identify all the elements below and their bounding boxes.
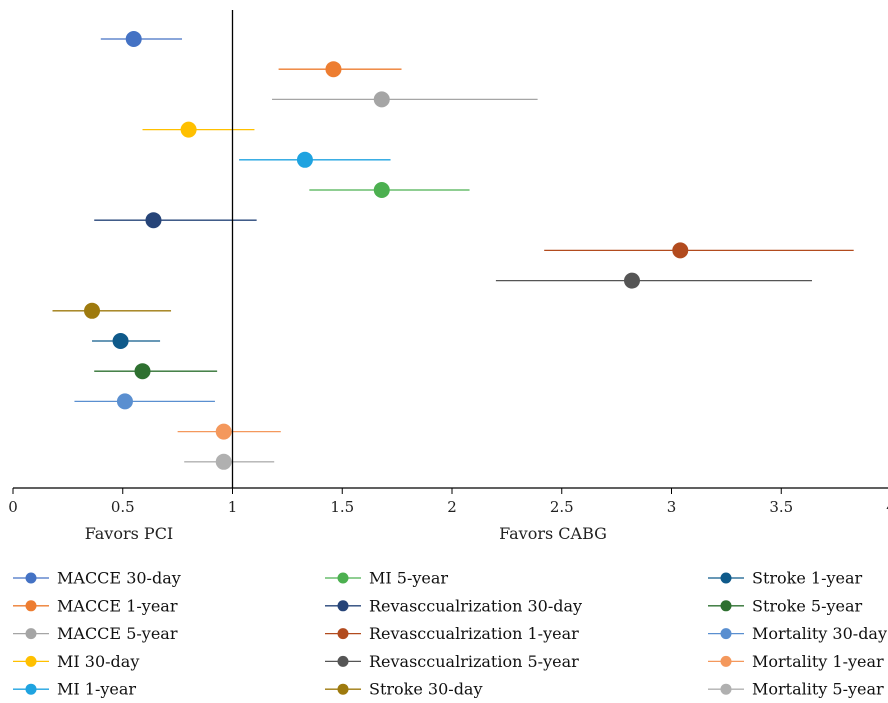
- point-estimate: [296, 151, 313, 168]
- legend-item: Revasccualrization 30-day: [325, 596, 582, 615]
- legend: MACCE 30-day MACCE 1-year MACCE 5-year MI 3…: [13, 569, 887, 699]
- legend-item: Mortality 30-day: [708, 624, 887, 643]
- legend-swatch-marker: [25, 600, 37, 612]
- estimate-row: [52, 302, 172, 319]
- legend-swatch-marker: [337, 683, 349, 695]
- legend-item: Mortality 5-year: [708, 680, 884, 699]
- x-tick-label: 2: [447, 498, 457, 516]
- legend-item: Revasccualrization 5-year: [325, 652, 579, 671]
- x-tick-label: 3.5: [769, 498, 793, 516]
- estimate-row: [74, 393, 215, 410]
- legend-swatch-marker: [720, 683, 732, 695]
- estimate-row: [100, 31, 183, 47]
- legend-swatch-marker: [337, 655, 349, 667]
- legend-label: Stroke 30-day: [369, 680, 483, 699]
- point-estimate: [112, 333, 129, 349]
- legend-swatch-marker: [720, 600, 732, 612]
- legend-label: MACCE 5-year: [57, 624, 178, 643]
- legend-swatch-marker: [720, 572, 732, 584]
- estimate-row: [495, 272, 812, 289]
- favors-pci-label: Favors PCI: [85, 524, 174, 543]
- legend-item: Stroke 5-year: [708, 596, 863, 615]
- point-estimate: [215, 423, 232, 440]
- legend-swatch-marker: [25, 572, 37, 584]
- legend-label: Stroke 1-year: [752, 569, 863, 588]
- legend-label: Mortality 30-day: [752, 624, 887, 643]
- legend-item: Stroke 1-year: [708, 569, 863, 588]
- x-axis-ticks: 0 0.5 1 1.5 2 2.5 3 3.5 4: [8, 488, 888, 516]
- legend-label: MI 1-year: [57, 680, 136, 699]
- legend-item: MACCE 30-day: [13, 569, 181, 588]
- point-estimate: [373, 91, 390, 108]
- point-estimate: [623, 272, 640, 289]
- legend-swatch-marker: [337, 600, 349, 612]
- point-estimate: [116, 393, 133, 410]
- x-tick-label: 4: [886, 498, 888, 516]
- legend-item: Stroke 30-day: [325, 680, 483, 699]
- estimate-row: [309, 182, 470, 198]
- x-tick-label: 2.5: [550, 498, 574, 516]
- legend-item: MACCE 5-year: [13, 624, 178, 643]
- legend-swatch-marker: [25, 683, 37, 695]
- estimate-row: [142, 121, 255, 138]
- estimate-row: [94, 363, 218, 380]
- legend-label: Revasccualrization 30-day: [369, 596, 582, 615]
- legend-swatch-marker: [25, 628, 37, 640]
- x-tick-label: 1.5: [330, 498, 354, 516]
- legend-item: MI 5-year: [325, 569, 448, 588]
- legend-label: MACCE 1-year: [57, 596, 178, 615]
- legend-swatch-marker: [720, 628, 732, 640]
- legend-item: MI 1-year: [13, 680, 136, 699]
- x-tick-label: 3: [667, 498, 677, 516]
- point-estimate: [125, 31, 142, 47]
- legend-label: MI 5-year: [369, 569, 448, 588]
- legend-swatch-marker: [337, 628, 349, 640]
- legend-label: Mortality 5-year: [752, 680, 884, 699]
- estimate-row: [177, 423, 281, 440]
- legend-label: Revasccualrization 5-year: [369, 652, 579, 671]
- point-estimate: [373, 182, 390, 198]
- estimate-row: [184, 453, 275, 470]
- legend-item: MACCE 1-year: [13, 596, 178, 615]
- x-tick-label: 1: [228, 498, 238, 516]
- x-tick-label: 0.5: [111, 498, 135, 516]
- legend-label: Stroke 5-year: [752, 596, 863, 615]
- point-estimate: [145, 212, 162, 229]
- legend-item: Mortality 1-year: [708, 652, 884, 671]
- legend-swatch-marker: [720, 655, 732, 667]
- estimate-row: [239, 151, 391, 168]
- legend-item: MI 30-day: [13, 652, 139, 671]
- x-tick-label: 0: [8, 498, 18, 516]
- legend-label: Mortality 1-year: [752, 652, 884, 671]
- point-estimate: [325, 61, 342, 78]
- favors-cabg-label: Favors CABG: [499, 524, 607, 543]
- legend-label: Revasccualrization 1-year: [369, 624, 579, 643]
- legend-label: MACCE 30-day: [57, 569, 181, 588]
- point-estimate: [215, 453, 232, 470]
- point-estimate: [672, 242, 689, 259]
- estimate-row: [272, 91, 538, 108]
- point-estimate: [84, 302, 101, 319]
- point-estimate: [180, 121, 197, 138]
- legend-label: MI 30-day: [57, 652, 139, 671]
- estimate-row: [92, 333, 161, 349]
- point-estimate: [134, 363, 151, 380]
- legend-swatch-marker: [337, 572, 349, 584]
- ci-bars-layer: [52, 31, 854, 470]
- estimate-row: [278, 61, 402, 78]
- legend-swatch-marker: [25, 655, 37, 667]
- estimate-row: [544, 242, 854, 259]
- estimate-row: [94, 212, 257, 229]
- legend-item: Revasccualrization 1-year: [325, 624, 579, 643]
